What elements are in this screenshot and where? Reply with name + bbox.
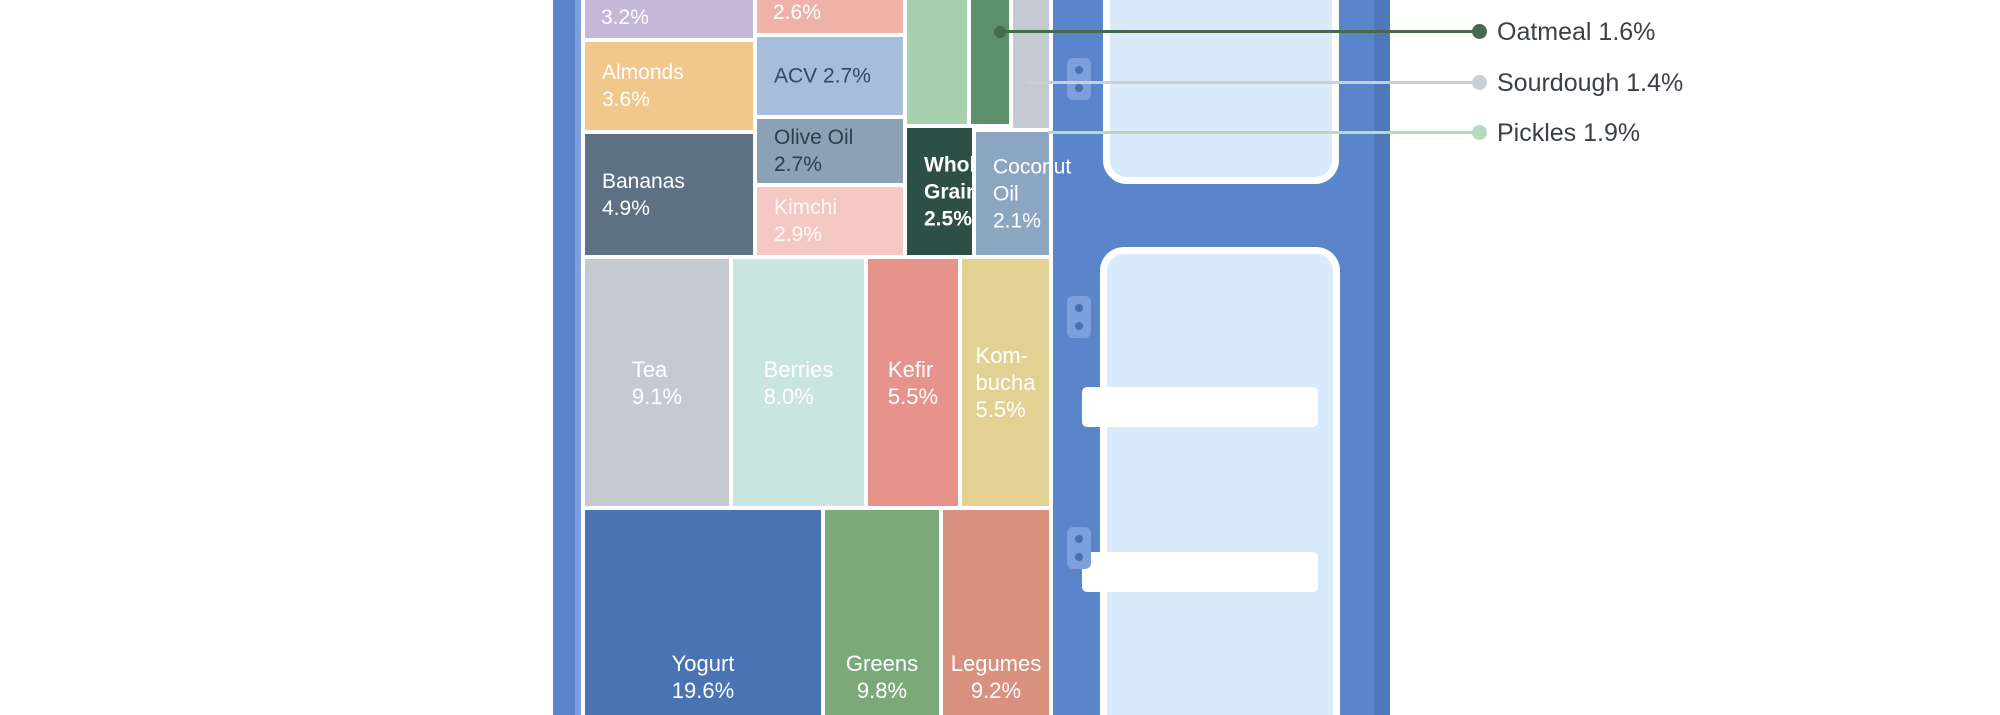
tile-value: 9.2% bbox=[970, 678, 1022, 703]
treemap-tile-whole-grain: Whole Grain 2.5% bbox=[907, 128, 987, 255]
treemap-tile-almonds: Almonds 3.6% bbox=[585, 42, 753, 130]
tile-label: Almonds bbox=[602, 61, 684, 84]
door-shelf-bar-1 bbox=[1082, 387, 1318, 427]
treemap-tile-kombucha: Kom- bucha 5.5% bbox=[962, 259, 1049, 506]
tile-label: Grain bbox=[924, 180, 979, 203]
tile-label: Kimchi bbox=[774, 196, 838, 219]
callout-line-oatmeal bbox=[1000, 30, 1474, 33]
treemap-tile-2-6-percent: 2.6% bbox=[757, 0, 903, 33]
tile-label: Tea bbox=[631, 356, 668, 382]
fridge-left-wall-highlight bbox=[575, 0, 581, 715]
callout-dot-oatmeal bbox=[1472, 24, 1487, 39]
treemap-tile-bananas: Bananas 4.9% bbox=[585, 134, 753, 255]
treemap-tile-legumes: Legumes 9.2% bbox=[943, 510, 1049, 715]
tile-value: 2.7% bbox=[774, 153, 822, 176]
tile-value: 5.5% bbox=[975, 397, 1026, 422]
treemap-tile-yogurt: Yogurt 19.6% bbox=[585, 510, 821, 715]
tile-label: Whole bbox=[924, 153, 987, 176]
callout-line-pickles bbox=[1048, 131, 1474, 134]
treemap-tile-pickles bbox=[907, 0, 967, 124]
treemap-tile-3-2-percent: 3.2% bbox=[585, 0, 753, 38]
door-bin-top bbox=[1103, 0, 1339, 184]
callout-anchor-dot-oatmeal bbox=[994, 26, 1006, 38]
treemap-tile-tea: Tea 9.1% bbox=[585, 259, 729, 506]
tile-value: 5.5% bbox=[887, 383, 939, 409]
callout-dot-sourdough bbox=[1472, 75, 1487, 90]
tile-value: 3.2% bbox=[601, 6, 649, 29]
tile-label: Berries bbox=[763, 356, 834, 382]
treemap-tile-olive-oil: Olive Oil 2.7% bbox=[757, 119, 903, 183]
tile-label: Oil bbox=[993, 182, 1019, 205]
callout-label-oatmeal: Oatmeal 1.6% bbox=[1497, 18, 1656, 46]
tile-value: 3.6% bbox=[602, 88, 650, 111]
door-hinge-middle bbox=[1067, 296, 1091, 338]
tile-value: 9.8% bbox=[856, 678, 908, 703]
treemap-tile-kefir: Kefir 5.5% bbox=[868, 259, 958, 506]
treemap-tile-sourdough bbox=[1013, 0, 1049, 128]
treemap-tile-coconut-oil: Coconut Oil 2.1% bbox=[976, 132, 1071, 255]
tile-label: Kom- bbox=[975, 343, 1029, 368]
door-shelf-bar-2 bbox=[1082, 552, 1318, 592]
tile-label: Olive Oil bbox=[774, 126, 854, 149]
tile-label: bucha bbox=[975, 370, 1036, 395]
treemap-tile-acv: ACV 2.7% bbox=[757, 37, 903, 115]
tile-label: Yogurt bbox=[671, 651, 735, 676]
tile-value: 2.5% bbox=[924, 207, 972, 230]
tile-value: 9.1% bbox=[631, 383, 683, 409]
fridge-door-edge bbox=[1374, 0, 1390, 715]
tile-label: Legumes bbox=[950, 651, 1042, 676]
tile-value: 19.6% bbox=[671, 678, 735, 703]
door-bin-bottom bbox=[1100, 247, 1340, 715]
tile-label: Bananas bbox=[602, 169, 685, 193]
door-hinge-top bbox=[1067, 58, 1091, 100]
tile-label: Kefir bbox=[887, 356, 934, 382]
tile-label: Greens bbox=[845, 651, 919, 676]
callout-label-pickles: Pickles 1.9% bbox=[1497, 119, 1641, 147]
treemap-tile-greens: Greens 9.8% bbox=[825, 510, 939, 715]
tile-value: 2.6% bbox=[773, 1, 821, 24]
treemap-tile-oatmeal bbox=[971, 0, 1009, 124]
tile-value: 2.1% bbox=[993, 209, 1041, 232]
tile-label: ACV 2.7% bbox=[774, 64, 871, 88]
tile-label: Coconut bbox=[993, 155, 1072, 178]
tile-value: 8.0% bbox=[763, 383, 814, 409]
callout-line-sourdough bbox=[1026, 81, 1474, 84]
callout-dot-pickles bbox=[1472, 125, 1487, 140]
door-hinge-bottom bbox=[1067, 527, 1091, 569]
callout-label-sourdough: Sourdough 1.4% bbox=[1497, 69, 1684, 97]
treemap-tile-berries: Berries 8.0% bbox=[733, 259, 864, 506]
treemap-tile-kimchi: Kimchi 2.9% bbox=[757, 187, 903, 255]
tile-value: 2.9% bbox=[774, 223, 822, 246]
tile-value: 4.9% bbox=[602, 196, 650, 220]
